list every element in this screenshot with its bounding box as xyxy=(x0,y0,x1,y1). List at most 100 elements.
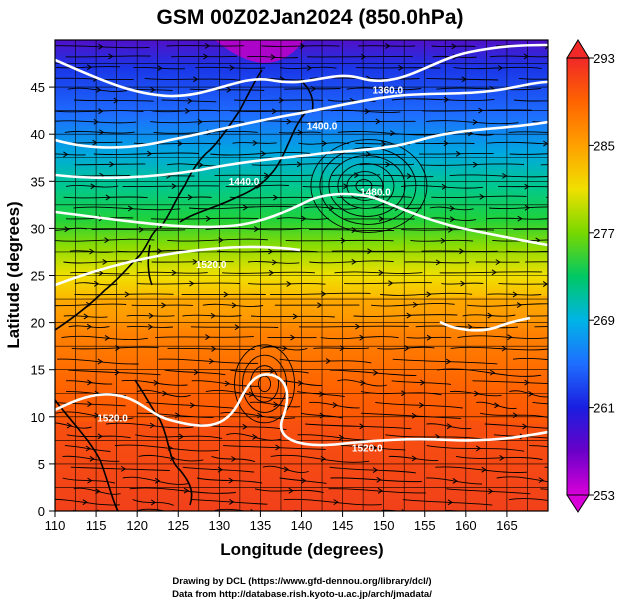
x-tick-label: 120 xyxy=(126,518,148,533)
streamline-arrow xyxy=(321,140,328,147)
streamline-arrow xyxy=(105,194,111,201)
streamline xyxy=(190,326,279,328)
streamline-arrow xyxy=(187,194,193,201)
streamline xyxy=(151,261,234,263)
streamline-arrow xyxy=(310,85,317,92)
streamlines xyxy=(55,42,548,511)
korea-coast xyxy=(159,69,263,229)
streamline-arrow xyxy=(440,237,446,244)
streamline-arrow xyxy=(340,237,346,244)
streamline-arrow xyxy=(516,302,523,308)
streamline-arrow xyxy=(66,422,72,429)
streamline xyxy=(133,142,222,145)
streamline xyxy=(247,261,300,264)
streamline xyxy=(528,445,548,448)
colorbar-tick-label: 277 xyxy=(593,226,615,241)
streamline xyxy=(476,401,517,409)
streamline xyxy=(261,45,340,47)
streamline xyxy=(298,325,409,328)
streamline xyxy=(55,422,92,429)
x-tick-label: 140 xyxy=(291,518,313,533)
y-axis-label: Latitude (degrees) xyxy=(4,201,23,348)
streamline-arrow xyxy=(406,173,413,180)
streamline-arrow xyxy=(147,150,153,157)
streamline-arrow xyxy=(343,183,349,190)
streamline-arrow xyxy=(499,455,505,461)
streamline xyxy=(55,402,126,407)
streamline-arrow xyxy=(398,64,404,71)
streamline-arrow xyxy=(150,86,156,93)
streamline xyxy=(527,315,548,317)
streamline-arrow xyxy=(192,76,199,83)
streamline-arrow xyxy=(411,455,417,462)
streamline-arrow xyxy=(472,161,479,168)
streamline-arrow xyxy=(435,259,442,266)
streamline xyxy=(63,315,108,318)
streamline xyxy=(436,87,541,91)
streamline-arrow xyxy=(104,237,110,244)
streamline xyxy=(229,369,309,374)
streamline xyxy=(122,476,189,485)
streamline xyxy=(105,422,194,429)
streamline xyxy=(534,326,548,328)
colorbar-tick-label: 253 xyxy=(593,488,615,503)
streamline-arrow xyxy=(113,97,119,104)
streamline xyxy=(136,389,191,398)
streamline-arrow xyxy=(543,140,548,147)
streamline-arrow xyxy=(278,97,285,104)
streamline-arrow xyxy=(86,323,93,330)
streamline-arrow xyxy=(64,226,70,233)
streamline-arrow xyxy=(502,172,508,179)
streamline xyxy=(532,121,548,123)
streamline xyxy=(66,434,131,439)
streamline-arrow xyxy=(320,455,326,462)
y-tick-label: 25 xyxy=(31,269,45,284)
streamline xyxy=(337,131,441,136)
colorbar-top-arrow xyxy=(566,39,590,59)
streamline-arrow xyxy=(114,369,120,376)
streamline-arrow xyxy=(231,302,237,309)
streamline-arrow xyxy=(481,466,487,473)
contour-label: 1520.0 xyxy=(352,444,383,455)
streamline-arrow xyxy=(82,499,88,506)
streamline xyxy=(225,184,289,188)
streamline xyxy=(450,346,548,351)
streamline-arrow xyxy=(268,368,275,375)
x-tick-label: 150 xyxy=(373,518,395,533)
streamline xyxy=(182,466,255,473)
streamline-arrow xyxy=(193,369,199,376)
streamline xyxy=(146,401,234,409)
streamline-arrow xyxy=(292,313,299,320)
streamline xyxy=(55,238,155,242)
x-tick-label: 160 xyxy=(455,518,477,533)
cyclone-ring xyxy=(319,147,417,225)
streamline xyxy=(73,487,121,495)
streamline-arrow xyxy=(87,379,93,386)
streamline xyxy=(472,380,548,384)
streamline xyxy=(300,412,343,419)
streamline xyxy=(132,88,173,91)
streamline xyxy=(320,336,399,340)
streamline-arrow xyxy=(157,65,163,72)
streamline-arrow xyxy=(507,334,513,341)
streamline-arrow xyxy=(203,53,209,60)
colorbar: 253 261 269 277 285 293 xyxy=(566,39,615,513)
streamline xyxy=(55,227,87,231)
streamline-arrow xyxy=(376,476,382,483)
streamline xyxy=(210,151,311,156)
streamline-arrow xyxy=(242,423,248,430)
x-tick-label: 135 xyxy=(250,518,272,533)
streamline xyxy=(379,292,473,296)
streamline xyxy=(334,271,423,274)
streamline xyxy=(415,325,519,329)
streamline xyxy=(305,423,412,430)
streamline xyxy=(449,174,548,178)
streamline xyxy=(353,314,458,317)
streamline-arrow xyxy=(360,53,367,60)
streamline-arrow xyxy=(223,291,229,298)
streamline-arrow xyxy=(208,358,215,365)
streamline xyxy=(419,163,525,166)
streamline-arrow xyxy=(102,259,108,265)
streamline-arrow xyxy=(120,465,127,472)
streamline xyxy=(234,99,324,101)
